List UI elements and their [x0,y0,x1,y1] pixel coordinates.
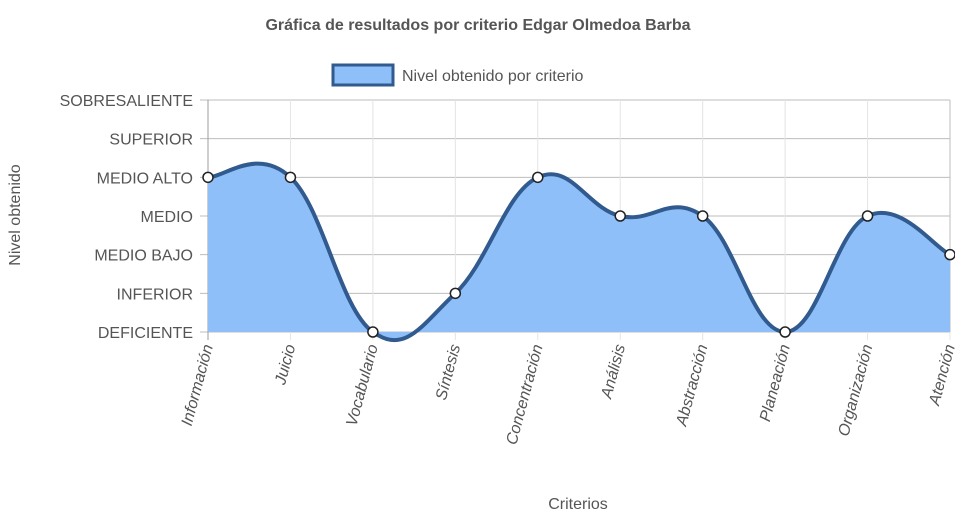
x-tick-label: Concentración [504,343,547,447]
data-point[interactable] [532,171,544,184]
y-tick-label: SUPERIOR [109,132,193,149]
data-point[interactable] [779,326,791,338]
y-tick-label: DEFICIENTE [98,325,193,342]
chart-title: Gráfica de resultados por criterio Edgar… [265,17,690,34]
y-axis-title: Nivel obtenido [7,164,24,266]
x-tick-label: Síntesis [433,343,464,402]
y-tick-label: INFERIOR [117,286,193,303]
y-tick-label: SOBRESALIENTE [60,93,193,110]
x-tick-label: Información [179,343,217,428]
legend-swatch [331,63,395,87]
data-point[interactable] [284,171,297,184]
x-tick-label: Organización [836,343,877,439]
series-line [207,161,951,342]
data-point[interactable] [861,210,874,222]
area-fill [208,163,950,341]
x-tick-label: Atención [926,343,955,409]
series-area [202,161,955,342]
data-point[interactable] [202,171,214,184]
y-axis: DEFICIENTE INFERIOR MEDIO BAJO MEDIO MEDIO A… [60,93,193,342]
data-point[interactable] [696,210,709,222]
x-tick-label: Vocabulario [344,343,382,429]
data-point[interactable] [367,326,379,338]
data-point[interactable] [944,248,955,261]
x-tick-label: Análisis [598,343,629,402]
y-tick-label: MEDIO [141,209,193,226]
data-point[interactable] [614,210,626,222]
y-tick-label: MEDIO ALTO [97,170,193,187]
y-tick-label: MEDIO BAJO [94,248,193,265]
legend[interactable]: Nivel obtenido por criterio [331,63,584,87]
data-point[interactable] [449,287,462,300]
legend-label: Nivel obtenido por criterio [402,68,584,85]
x-tick-label: Juicio [272,343,299,388]
x-axis: Información Juicio Vocabulario Síntesis Conc… [179,343,955,447]
x-tick-label: Planeación [757,343,794,424]
x-axis-title: Criterios [548,496,608,513]
x-tick-label: Abstracción [673,343,711,429]
